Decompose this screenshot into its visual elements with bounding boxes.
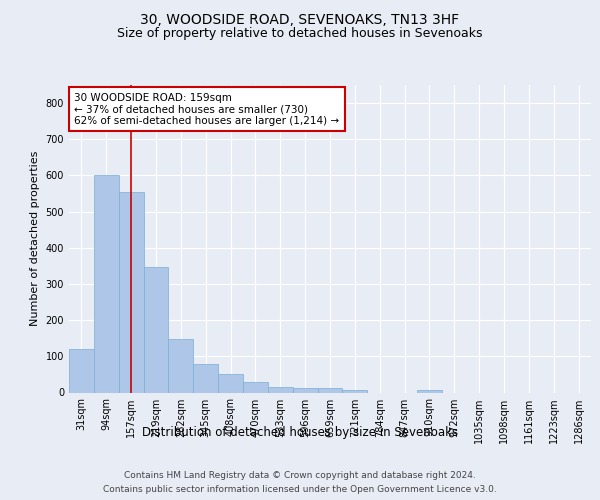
- Bar: [343, 390, 367, 392]
- Bar: [169, 339, 193, 392]
- Text: 30 WOODSIDE ROAD: 159sqm
← 37% of detached houses are smaller (730)
62% of semi-: 30 WOODSIDE ROAD: 159sqm ← 37% of detach…: [74, 92, 340, 126]
- Text: Contains HM Land Registry data © Crown copyright and database right 2024.: Contains HM Land Registry data © Crown c…: [124, 472, 476, 480]
- Text: Size of property relative to detached houses in Sevenoaks: Size of property relative to detached ho…: [117, 28, 483, 40]
- Bar: [143, 266, 169, 392]
- Bar: [193, 364, 218, 392]
- Bar: [317, 388, 343, 392]
- Bar: [94, 176, 119, 392]
- Bar: [119, 192, 143, 392]
- Text: Distribution of detached houses by size in Sevenoaks: Distribution of detached houses by size …: [142, 426, 458, 439]
- Bar: [218, 374, 243, 392]
- Bar: [243, 382, 268, 392]
- Bar: [293, 388, 317, 392]
- Bar: [69, 349, 94, 393]
- Text: 30, WOODSIDE ROAD, SEVENOAKS, TN13 3HF: 30, WOODSIDE ROAD, SEVENOAKS, TN13 3HF: [140, 12, 460, 26]
- Bar: [417, 390, 442, 392]
- Text: Contains public sector information licensed under the Open Government Licence v3: Contains public sector information licen…: [103, 484, 497, 494]
- Y-axis label: Number of detached properties: Number of detached properties: [30, 151, 40, 326]
- Bar: [268, 388, 293, 392]
